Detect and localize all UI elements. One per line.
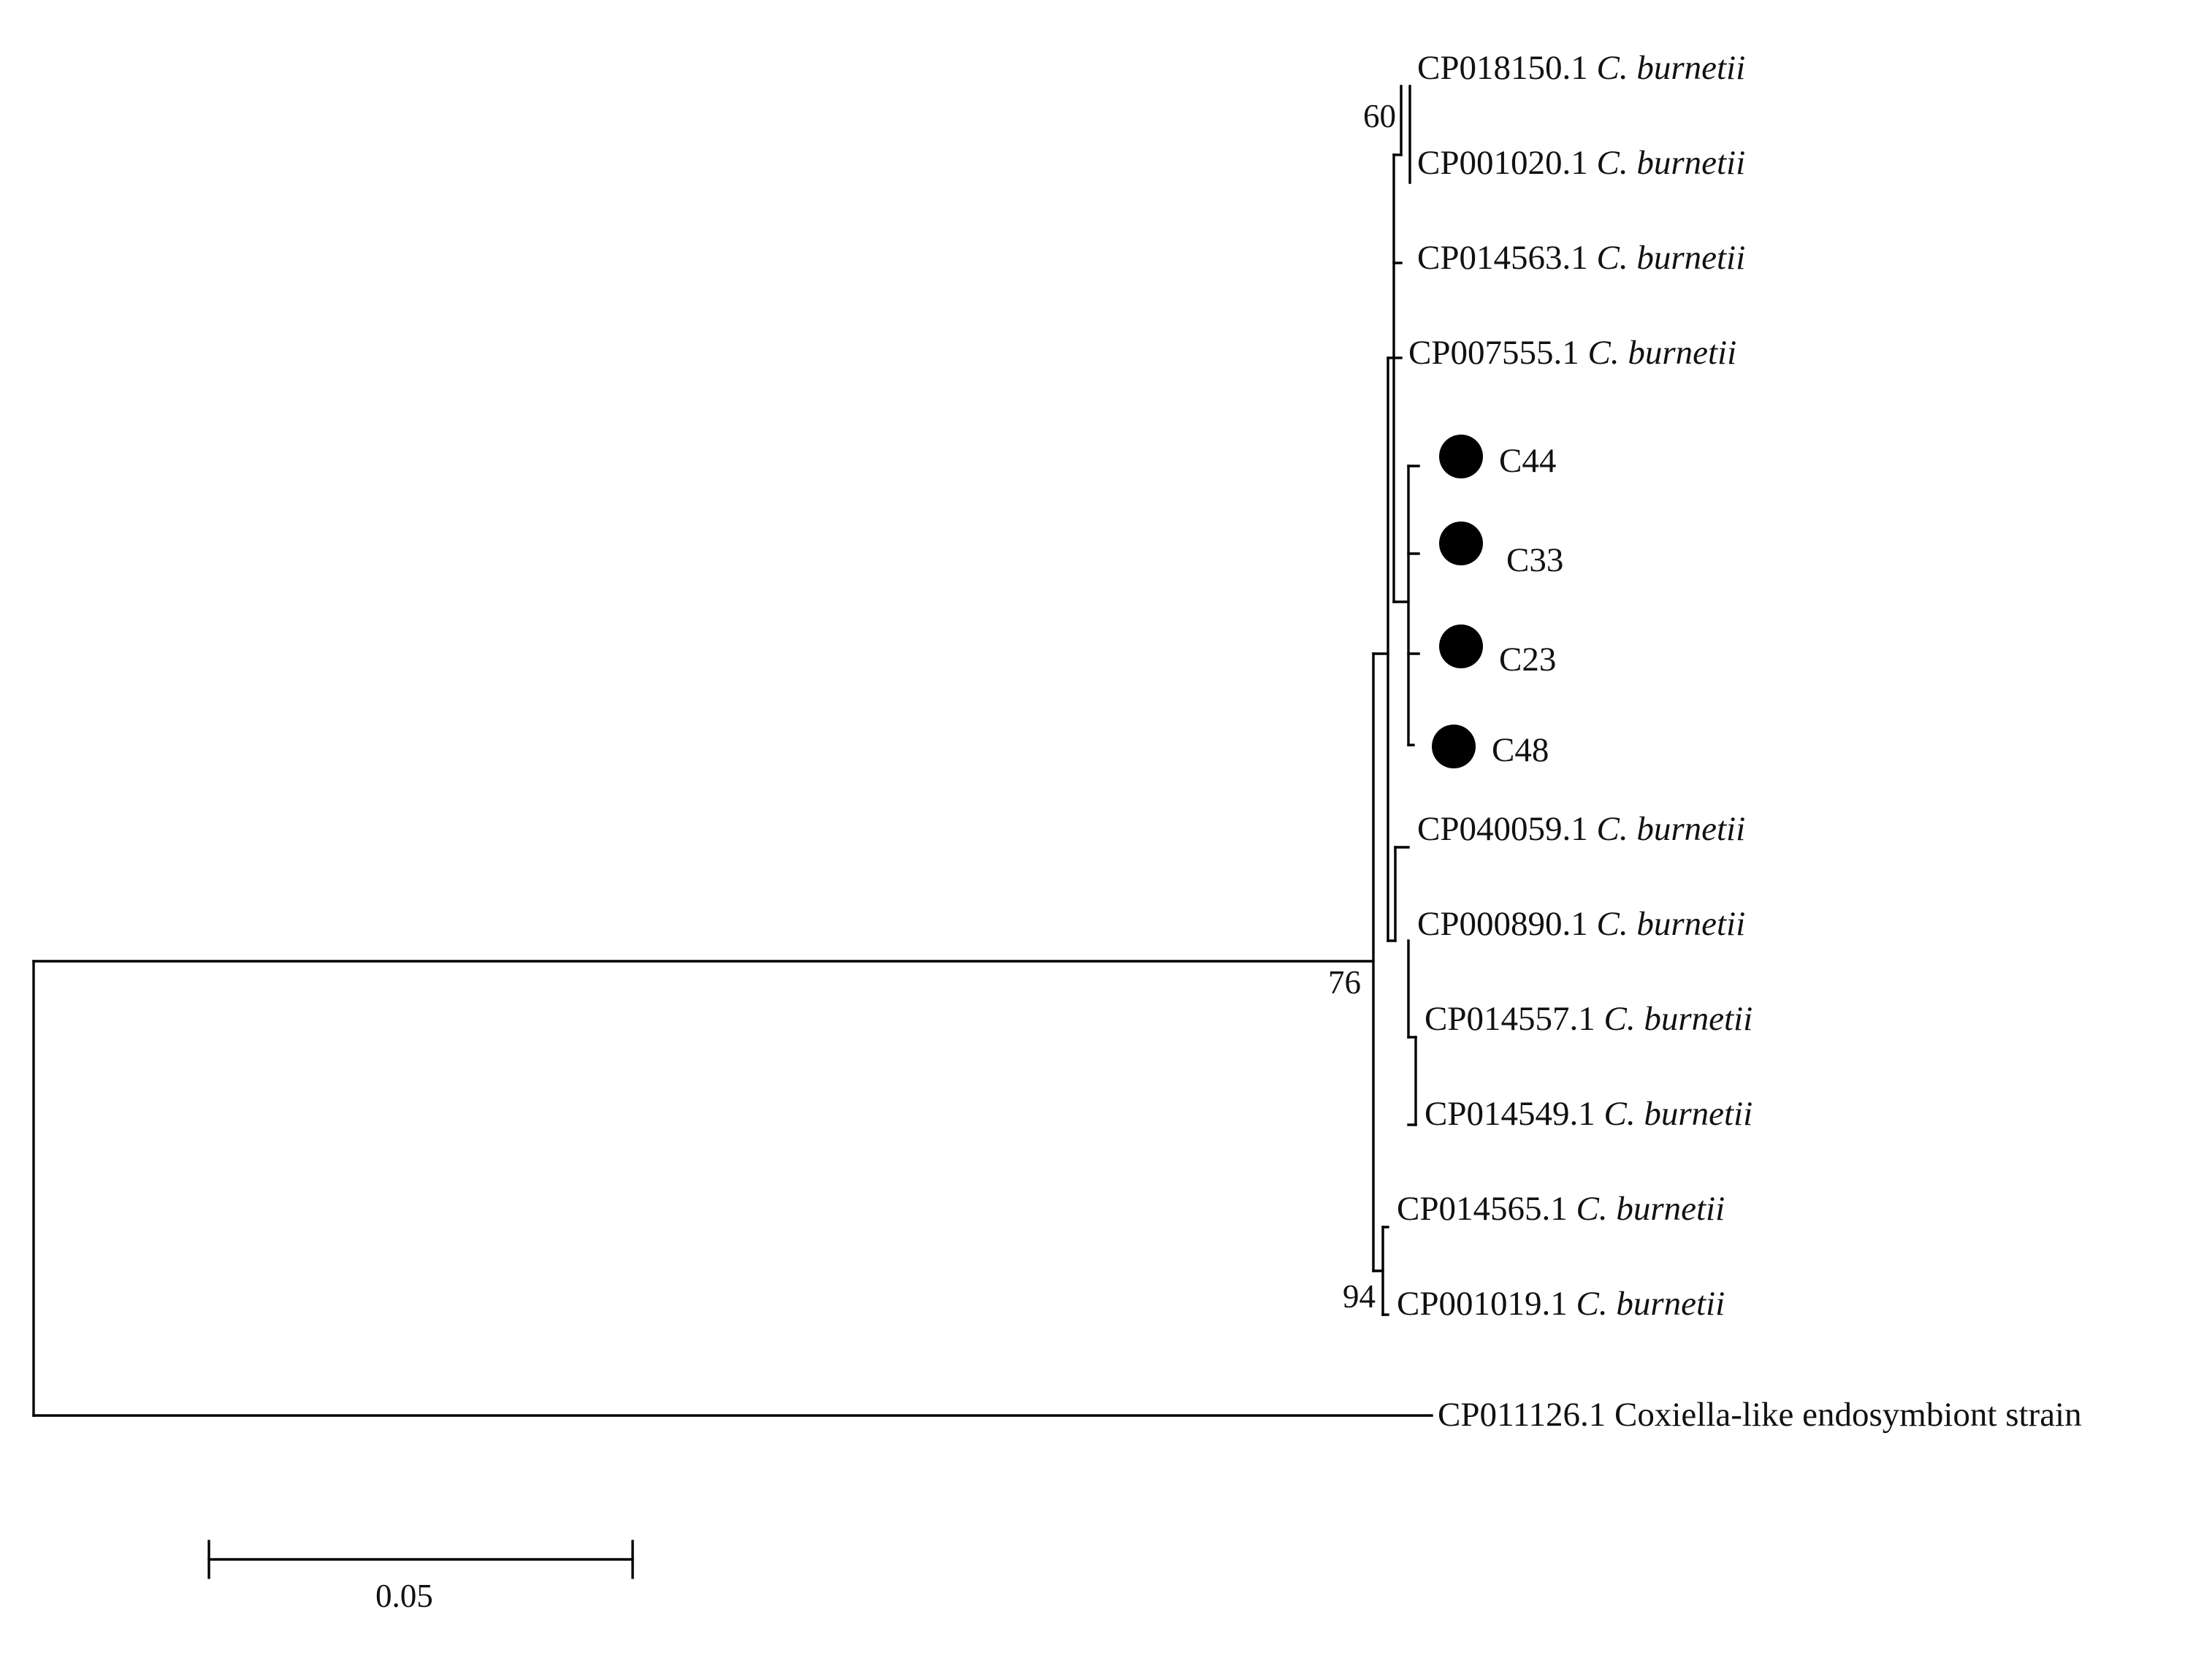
scale-bar: 0.05 bbox=[207, 1540, 634, 1614]
taxon-label: CP018150.1 C. burnetii bbox=[1417, 49, 1745, 87]
taxon-label: CP001020.1 C. burnetii bbox=[1417, 144, 1745, 182]
bootstrap-values: 60 76 94 bbox=[1328, 98, 1396, 1315]
bootstrap-value: 94 bbox=[1343, 1278, 1376, 1315]
taxon-label: C44 bbox=[1499, 442, 1556, 480]
sample-marker-icon bbox=[1439, 435, 1483, 478]
taxon-label: CP001019.1 C. burnetii bbox=[1397, 1285, 1725, 1323]
taxon-label: CP007555.1 C. burnetii bbox=[1408, 334, 1736, 372]
sample-marker-icon bbox=[1439, 624, 1483, 668]
taxon-label: CP011126.1 Coxiella-like endosymbiont st… bbox=[1438, 1396, 2082, 1434]
tree-branches bbox=[32, 85, 1433, 1417]
taxon-label: CP000890.1 C. burnetii bbox=[1417, 905, 1745, 943]
taxon-label: CP014563.1 C. burnetii bbox=[1417, 239, 1745, 277]
taxon-label: CP014565.1 C. burnetii bbox=[1397, 1190, 1725, 1228]
taxon-labels: CP018150.1 C. burnetii CP001020.1 C. bur… bbox=[1397, 49, 2082, 1434]
sample-markers bbox=[1432, 435, 1483, 768]
scale-bar-label: 0.05 bbox=[375, 1578, 433, 1614]
taxon-label: C23 bbox=[1499, 641, 1556, 679]
bootstrap-value: 60 bbox=[1363, 98, 1396, 134]
taxon-label: CP014549.1 C. burnetii bbox=[1425, 1095, 1753, 1133]
taxon-label: CP040059.1 C. burnetii bbox=[1417, 810, 1745, 848]
taxon-label: C48 bbox=[1492, 731, 1549, 769]
sample-marker-icon bbox=[1432, 725, 1476, 768]
taxon-label: C33 bbox=[1506, 541, 1563, 579]
taxon-label: CP014557.1 C. burnetii bbox=[1425, 1000, 1753, 1038]
sample-marker-icon bbox=[1439, 522, 1483, 565]
bootstrap-value: 76 bbox=[1328, 964, 1361, 1001]
